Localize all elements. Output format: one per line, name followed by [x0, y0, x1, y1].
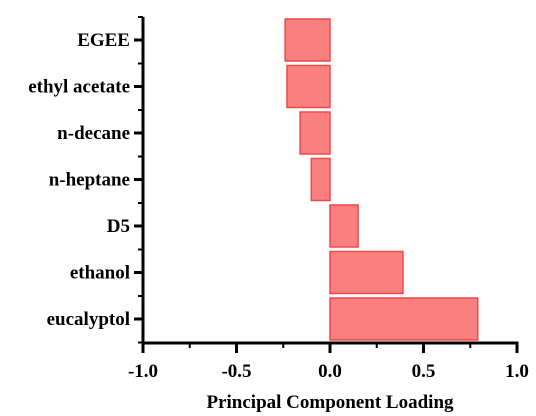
bars-group: [284, 18, 479, 341]
x-tick-label: -0.5: [221, 361, 251, 382]
y-tick-label: n-heptane: [49, 170, 130, 191]
bar-eucalyptol: [329, 297, 479, 341]
x-axis-title: Principal Component Loading: [206, 392, 454, 413]
y-tick-label: ethanol: [70, 263, 130, 284]
y-tick-label: n-decane: [57, 123, 130, 144]
x-tick-label: 1.0: [505, 361, 529, 382]
x-tick-label: 0.5: [412, 361, 436, 382]
x-tick-label: 0.0: [318, 361, 342, 382]
y-tick-label: D5: [107, 216, 130, 237]
bar-n-heptane: [310, 157, 331, 202]
bar-n-decane: [299, 111, 331, 155]
y-tick-label: ethyl acetate: [28, 77, 130, 98]
bar-egee: [284, 18, 331, 62]
x-tick-label: -1.0: [128, 361, 158, 382]
y-tick-label: eucalyptol: [47, 309, 130, 330]
bar-d5: [329, 204, 359, 248]
bar-ethanol: [329, 250, 404, 295]
y-ticks-group: EGEE ethyl acetate n-decane n-heptane D5 etha…: [28, 16, 143, 344]
x-ticks-group: -1.0 -0.5 0.0 0.5 1.0: [128, 343, 529, 382]
y-tick-label: EGEE: [77, 30, 130, 51]
bar-ethyl-acetate: [286, 64, 331, 109]
